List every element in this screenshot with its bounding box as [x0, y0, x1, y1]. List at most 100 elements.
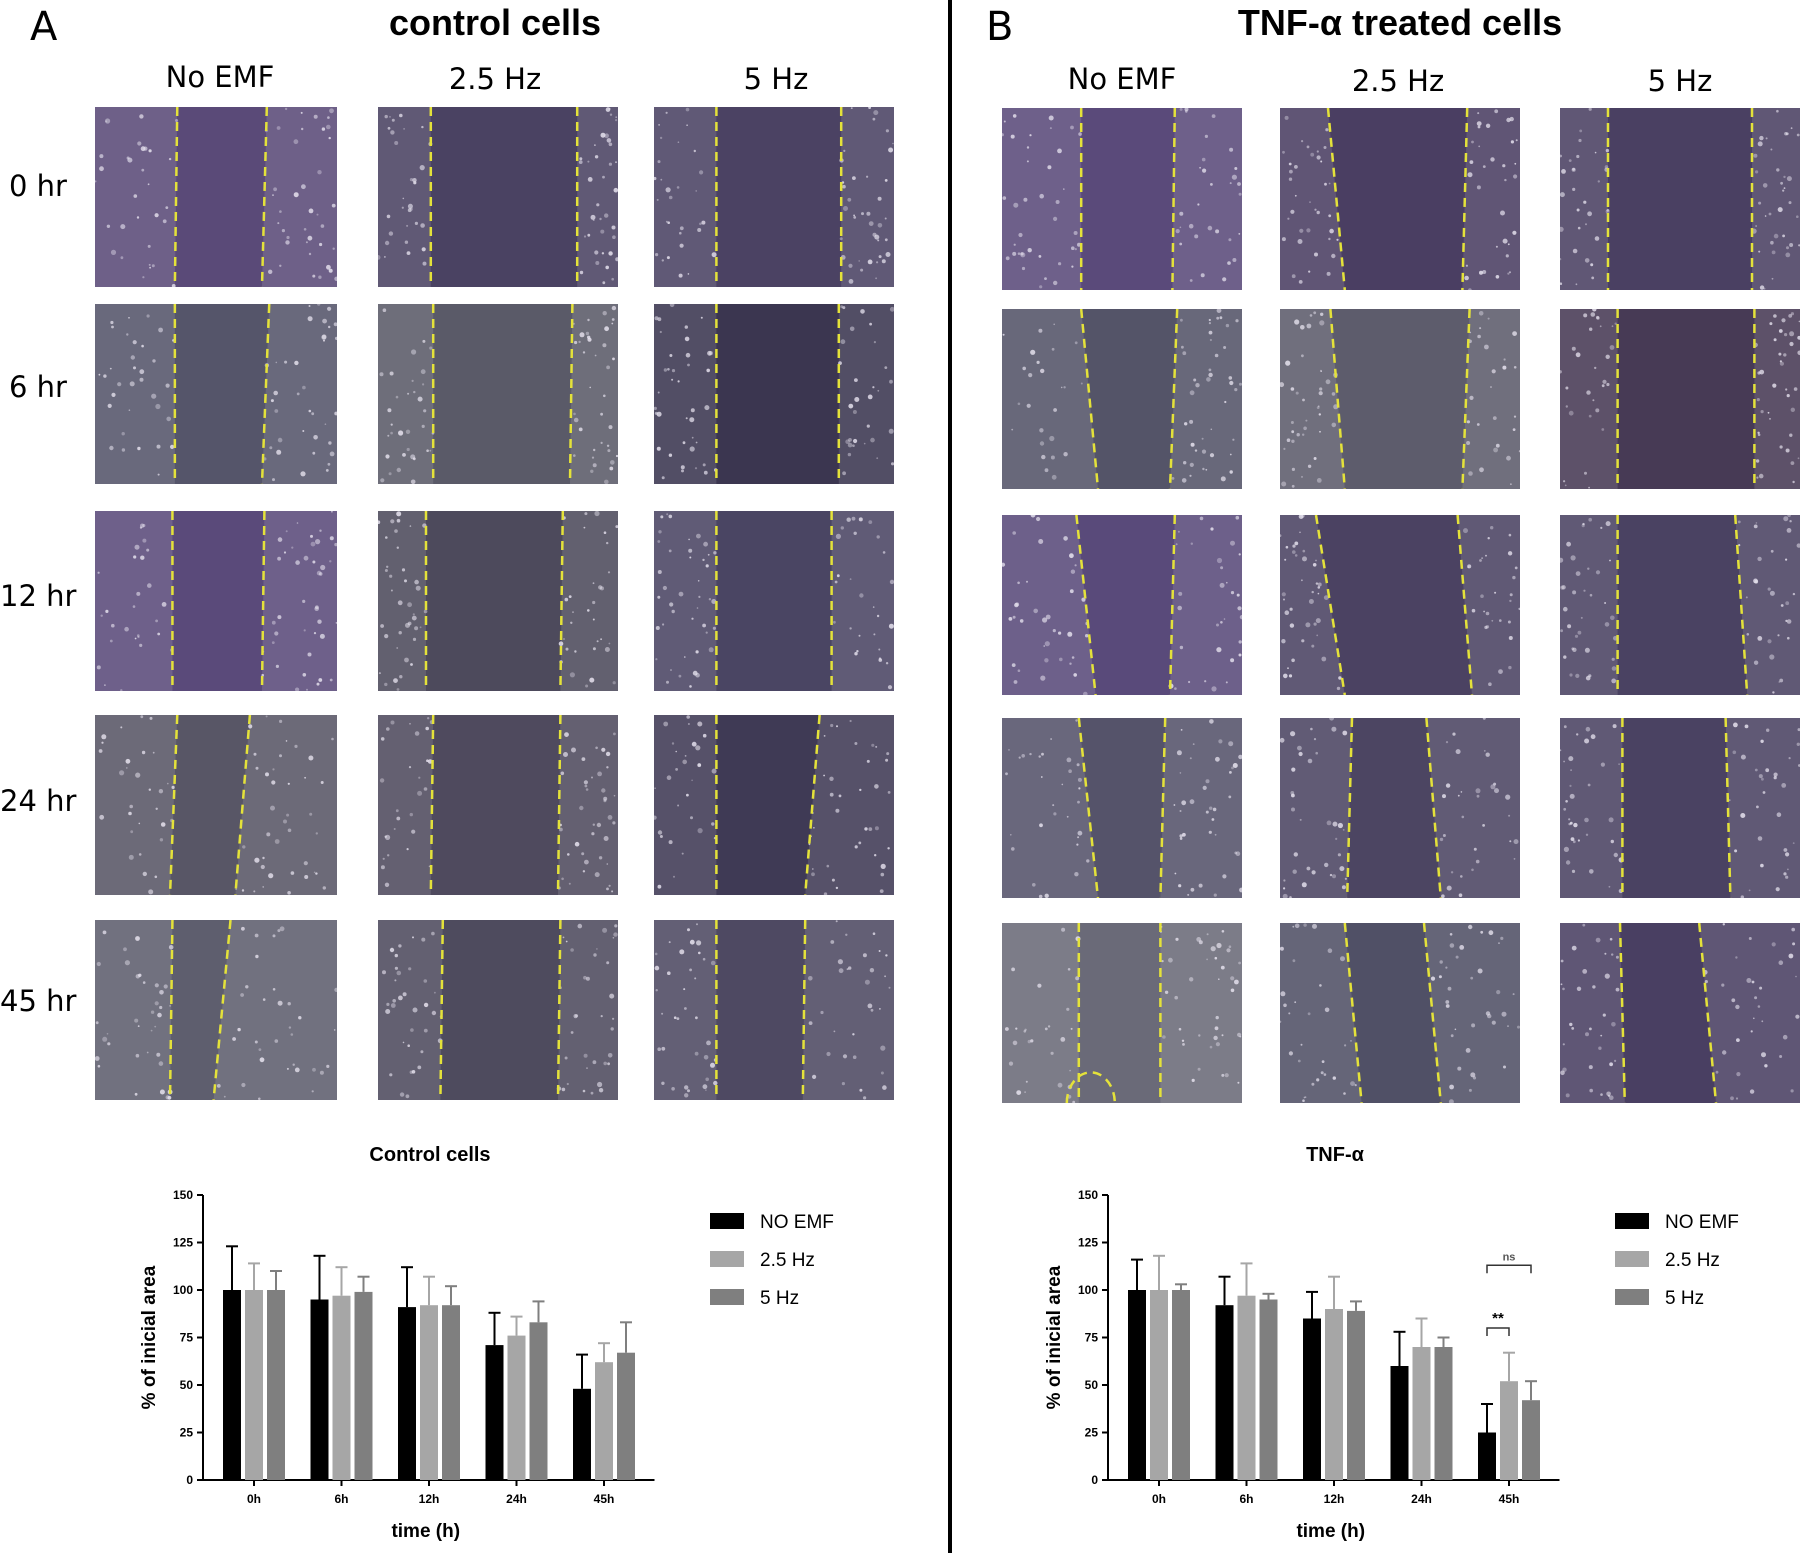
legend-swatch: [710, 1251, 744, 1267]
x-axis-label: time (h): [391, 1521, 460, 1542]
micrograph-image: [1002, 515, 1242, 695]
row-label-6hr: 6 hr: [0, 370, 76, 404]
x-tick-label: 24h: [506, 1492, 527, 1506]
chart-title: Control cells: [369, 1144, 490, 1166]
micrograph-image: [1002, 718, 1242, 898]
x-axis-label: time (h): [1296, 1521, 1365, 1542]
micrograph-svg: [1280, 515, 1520, 695]
micrograph-svg: [378, 511, 618, 691]
micrograph-image: [378, 920, 618, 1100]
bar: [1391, 1366, 1409, 1480]
micrograph-image: [95, 715, 337, 895]
bar: [486, 1345, 504, 1480]
bar: [245, 1290, 263, 1480]
bar: [530, 1322, 548, 1480]
panel-a-title: control cells: [370, 2, 620, 44]
bar: [1522, 1400, 1540, 1480]
micrograph-image: [1280, 515, 1520, 695]
legend-swatch: [1615, 1289, 1649, 1305]
significance-label: **: [1492, 1310, 1504, 1327]
significance-annotation: ns: [1487, 1251, 1531, 1273]
micrograph-svg: [378, 715, 618, 895]
bar: [1238, 1296, 1256, 1480]
y-tick-label: 75: [1085, 1331, 1099, 1345]
bar: [508, 1336, 526, 1480]
significance-label: ns: [1503, 1251, 1516, 1263]
y-tick-label: 100: [1078, 1283, 1098, 1297]
micrograph-svg: [654, 715, 894, 895]
bar: [1478, 1433, 1496, 1481]
bar: [617, 1353, 635, 1480]
bar: [311, 1300, 329, 1481]
bar: [1303, 1319, 1321, 1481]
panel-b-col-label-2-5hz: 2.5 Hz: [1298, 64, 1498, 98]
bar: [1347, 1311, 1365, 1480]
y-tick-label: 75: [180, 1331, 194, 1345]
panel-b-col-label-5hz: 5 Hz: [1580, 64, 1780, 98]
row-label-24hr: 24 hr: [0, 784, 76, 818]
micrograph-image: [654, 920, 894, 1100]
micrograph-image: [654, 511, 894, 691]
legend-label: 5 Hz: [760, 1288, 799, 1309]
micrograph-image: [95, 304, 337, 484]
micrograph-svg: [1002, 108, 1242, 290]
micrograph-image: [378, 715, 618, 895]
micrograph-svg: [1560, 718, 1800, 898]
micrograph-svg: [95, 511, 337, 691]
y-tick-label: 0: [186, 1473, 193, 1487]
legend-label: NO EMF: [1665, 1212, 1739, 1233]
micrograph-image: [1280, 923, 1520, 1103]
panel-b-col-label-no-emf: No EMF: [1022, 62, 1222, 96]
bar: [420, 1305, 438, 1480]
bar: [442, 1305, 460, 1480]
row-label-0hr: 0 hr: [0, 169, 76, 203]
micrograph-image: [378, 304, 618, 484]
x-tick-label: 45h: [594, 1492, 615, 1506]
micrograph-image: [1560, 515, 1800, 695]
micrograph-image: [95, 107, 337, 287]
bar: [1128, 1290, 1146, 1480]
y-tick-label: 0: [1091, 1473, 1098, 1487]
y-tick-label: 100: [173, 1283, 193, 1297]
micrograph-image: [1002, 309, 1242, 489]
x-tick-label: 45h: [1499, 1492, 1520, 1506]
legend-label: 2.5 Hz: [1665, 1250, 1720, 1271]
micrograph-svg: [1560, 515, 1800, 695]
panel-b-title: TNF-α treated cells: [1190, 2, 1610, 44]
y-tick-label: 125: [1078, 1236, 1098, 1250]
y-tick-label: 50: [1085, 1378, 1099, 1392]
micrograph-svg: [654, 511, 894, 691]
bar: [333, 1296, 351, 1480]
y-axis-label: % of inicial area: [1044, 1265, 1065, 1409]
y-tick-label: 150: [173, 1188, 193, 1202]
micrograph-svg: [1002, 515, 1242, 695]
bar: [1413, 1347, 1431, 1480]
y-tick-label: 50: [180, 1378, 194, 1392]
x-tick-label: 24h: [1411, 1492, 1432, 1506]
micrograph-image: [1002, 108, 1242, 290]
bar: [573, 1389, 591, 1480]
micrograph-svg: [378, 107, 618, 287]
x-tick-label: 12h: [419, 1492, 440, 1506]
x-tick-label: 12h: [1324, 1492, 1345, 1506]
micrograph-svg: [654, 304, 894, 484]
micrograph-image: [1560, 309, 1800, 489]
bar: [595, 1362, 613, 1480]
legend-label: 2.5 Hz: [760, 1250, 815, 1271]
micrograph-image: [654, 107, 894, 287]
micrograph-svg: [1002, 718, 1242, 898]
micrograph-image: [654, 304, 894, 484]
bar: [1435, 1347, 1453, 1480]
micrograph-svg: [1002, 923, 1242, 1103]
micrograph-image: [1002, 923, 1242, 1103]
micrograph-svg: [1280, 718, 1520, 898]
bar: [1172, 1290, 1190, 1480]
panel-b-letter: B: [986, 4, 1013, 50]
micrograph-svg: [1560, 923, 1800, 1103]
micrograph-svg: [378, 920, 618, 1100]
micrograph-image: [1280, 108, 1520, 290]
micrograph-image: [1560, 718, 1800, 898]
micrograph-image: [1560, 108, 1800, 290]
micrograph-svg: [654, 107, 894, 287]
